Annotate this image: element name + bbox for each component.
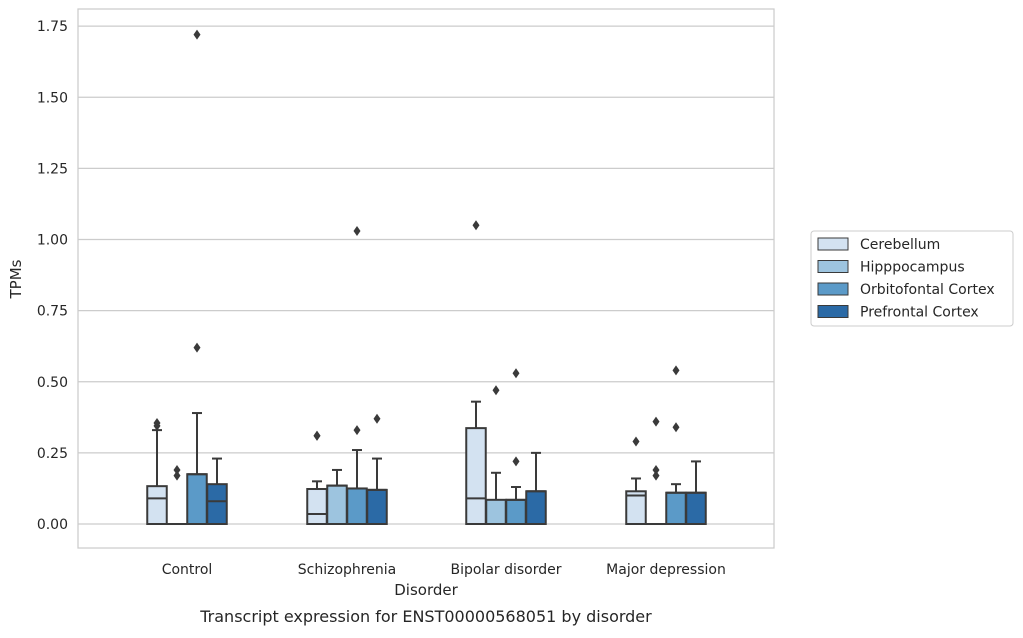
box bbox=[307, 489, 327, 524]
box bbox=[486, 500, 506, 524]
box-group bbox=[347, 226, 367, 524]
x-axis-label: Disorder bbox=[394, 581, 458, 599]
outlier-point bbox=[673, 365, 680, 375]
box-group bbox=[147, 418, 167, 524]
y-tick-label: 1.75 bbox=[37, 19, 68, 35]
legend: Cerebellum Hipppocampus Orbitofontal Corte… bbox=[811, 231, 1013, 326]
outlier-point bbox=[653, 417, 660, 427]
box bbox=[466, 428, 486, 524]
outlier-point bbox=[354, 226, 361, 236]
outlier-point bbox=[354, 425, 361, 435]
box-group bbox=[526, 453, 546, 524]
x-tick-labels: Control Schizophrenia Bipolar disorder Majo… bbox=[162, 562, 726, 578]
box bbox=[666, 493, 686, 524]
box-group bbox=[466, 220, 486, 524]
box bbox=[327, 486, 347, 524]
y-tick-label: 0.75 bbox=[37, 304, 68, 320]
y-tick-label: 1.50 bbox=[37, 90, 68, 106]
box-group bbox=[187, 30, 207, 524]
box-group bbox=[626, 436, 646, 524]
outlier-point bbox=[314, 431, 321, 441]
y-tick-labels: 0.00 0.25 0.50 0.75 1.00 1.25 1.50 1.75 bbox=[37, 19, 68, 533]
chart-caption: Transcript expression for ENST0000056805… bbox=[199, 607, 652, 626]
box-group bbox=[646, 417, 666, 524]
grid-layer bbox=[78, 26, 774, 524]
x-tick-label: Schizophrenia bbox=[298, 562, 396, 578]
legend-label: Hipppocampus bbox=[860, 260, 965, 276]
legend-label: Cerebellum bbox=[860, 237, 940, 253]
box-group bbox=[167, 465, 187, 524]
legend-swatch bbox=[818, 283, 848, 295]
legend-swatch bbox=[818, 261, 848, 273]
y-tick-label: 0.00 bbox=[37, 517, 68, 533]
outlier-point bbox=[174, 471, 181, 481]
y-tick-label: 0.50 bbox=[37, 375, 68, 391]
outlier-point bbox=[473, 220, 480, 230]
outlier-point bbox=[513, 456, 520, 466]
legend-swatch bbox=[818, 238, 848, 250]
box bbox=[526, 491, 546, 524]
outlier-point bbox=[653, 471, 660, 481]
y-tick-label: 0.25 bbox=[37, 446, 68, 462]
box bbox=[207, 484, 227, 524]
box-group bbox=[367, 414, 387, 524]
box-group bbox=[486, 385, 506, 524]
legend-swatch bbox=[818, 306, 848, 318]
box-group bbox=[506, 368, 526, 524]
y-axis-label: TPMs bbox=[7, 259, 25, 299]
box-group bbox=[666, 365, 686, 524]
outlier-point bbox=[493, 385, 500, 395]
box bbox=[506, 500, 526, 524]
box bbox=[187, 474, 207, 524]
x-tick-label: Bipolar disorder bbox=[450, 562, 561, 578]
box bbox=[686, 493, 706, 524]
box bbox=[147, 486, 167, 524]
outlier-point bbox=[194, 30, 201, 40]
x-tick-label: Major depression bbox=[606, 562, 726, 578]
box-group bbox=[327, 470, 347, 524]
outlier-point bbox=[513, 368, 520, 378]
outlier-point bbox=[673, 422, 680, 432]
plot-frame bbox=[78, 9, 774, 548]
box bbox=[367, 490, 387, 524]
outlier-point bbox=[194, 343, 201, 353]
y-tick-label: 1.25 bbox=[37, 161, 68, 177]
box-layer bbox=[147, 30, 706, 524]
x-tick-label: Control bbox=[162, 562, 213, 578]
legend-label: Orbitofontal Cortex bbox=[860, 282, 995, 298]
box-group bbox=[207, 459, 227, 524]
legend-label: Prefrontal Cortex bbox=[860, 305, 979, 321]
outlier-point bbox=[633, 436, 640, 446]
outlier-point bbox=[374, 414, 381, 424]
box-group bbox=[686, 461, 706, 524]
box-group bbox=[307, 431, 327, 524]
box bbox=[347, 488, 367, 524]
y-tick-label: 1.00 bbox=[37, 233, 68, 249]
